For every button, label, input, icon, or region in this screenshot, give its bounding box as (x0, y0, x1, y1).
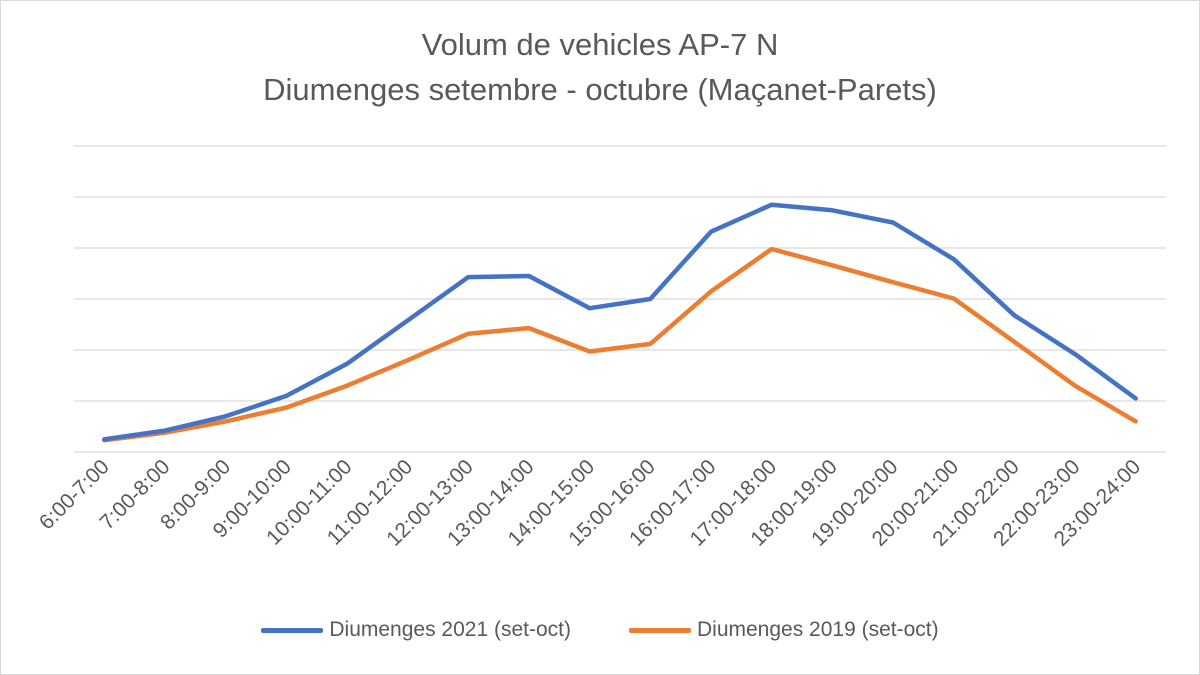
series-line-2019 (102, 246, 1138, 443)
chart-title: Volum de vehicles AP-7 N (421, 27, 779, 62)
chart-subtitle: Diumenges setembre - octubre (Maçanet-Pa… (263, 72, 937, 107)
legend-entry-2021: Diumenges 2021 (set-oct) (261, 616, 571, 644)
series-lines (102, 202, 1138, 443)
legend-swatch-2021 (261, 627, 324, 633)
gridlines (74, 145, 1166, 453)
x-axis-tick-labels: 6:00-7:007:00-8:008:00-9:009:00-10:0010:… (35, 455, 1145, 551)
legend-entry-2019: Diumenges 2019 (set-oct) (629, 616, 939, 644)
line-chart: 6:00-7:007:00-8:008:00-9:009:00-10:0010:… (35, 145, 1166, 551)
legend: Diumenges 2021 (set-oct) Diumenges 2019 … (0, 616, 1200, 644)
legend-swatch-2019 (629, 627, 691, 633)
legend-label-2021: Diumenges 2021 (set-oct) (329, 618, 571, 641)
legend-label-2019: Diumenges 2019 (set-oct) (697, 618, 939, 641)
series-line-2021 (102, 202, 1138, 442)
